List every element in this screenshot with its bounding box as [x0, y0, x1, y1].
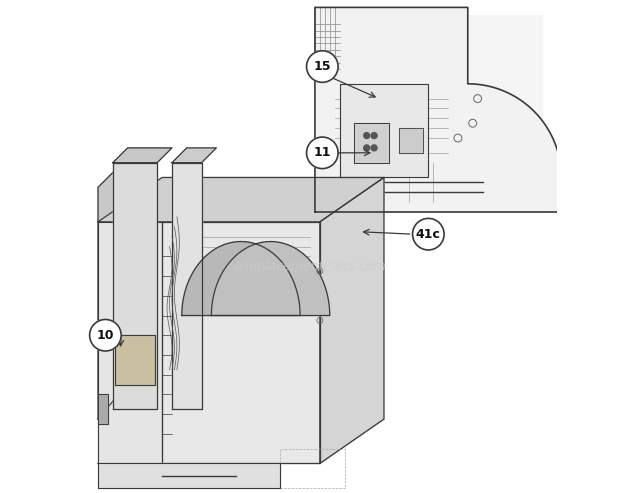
Polygon shape — [355, 123, 389, 163]
Polygon shape — [98, 394, 108, 424]
Polygon shape — [98, 163, 123, 419]
Polygon shape — [98, 222, 162, 463]
Polygon shape — [98, 463, 280, 488]
Circle shape — [306, 137, 338, 169]
Text: 15: 15 — [314, 60, 331, 73]
Polygon shape — [211, 242, 330, 316]
Circle shape — [412, 218, 444, 250]
Text: eReplacementParts.com: eReplacementParts.com — [234, 260, 386, 273]
Text: 10: 10 — [97, 329, 114, 342]
Polygon shape — [98, 419, 384, 463]
Polygon shape — [315, 7, 562, 212]
Circle shape — [371, 145, 377, 151]
Polygon shape — [320, 177, 384, 463]
Text: 41c: 41c — [416, 228, 441, 241]
Polygon shape — [113, 148, 172, 163]
Polygon shape — [113, 163, 157, 409]
Circle shape — [364, 145, 370, 151]
Polygon shape — [98, 177, 384, 222]
Polygon shape — [182, 242, 300, 316]
Text: 11: 11 — [314, 146, 331, 159]
Polygon shape — [172, 148, 216, 163]
Polygon shape — [399, 128, 423, 153]
Circle shape — [306, 51, 338, 82]
Circle shape — [90, 319, 121, 351]
Circle shape — [371, 133, 377, 139]
Polygon shape — [115, 335, 155, 385]
Circle shape — [364, 133, 370, 139]
Polygon shape — [162, 222, 320, 463]
Polygon shape — [340, 84, 428, 177]
Polygon shape — [320, 15, 542, 212]
Polygon shape — [172, 163, 202, 409]
